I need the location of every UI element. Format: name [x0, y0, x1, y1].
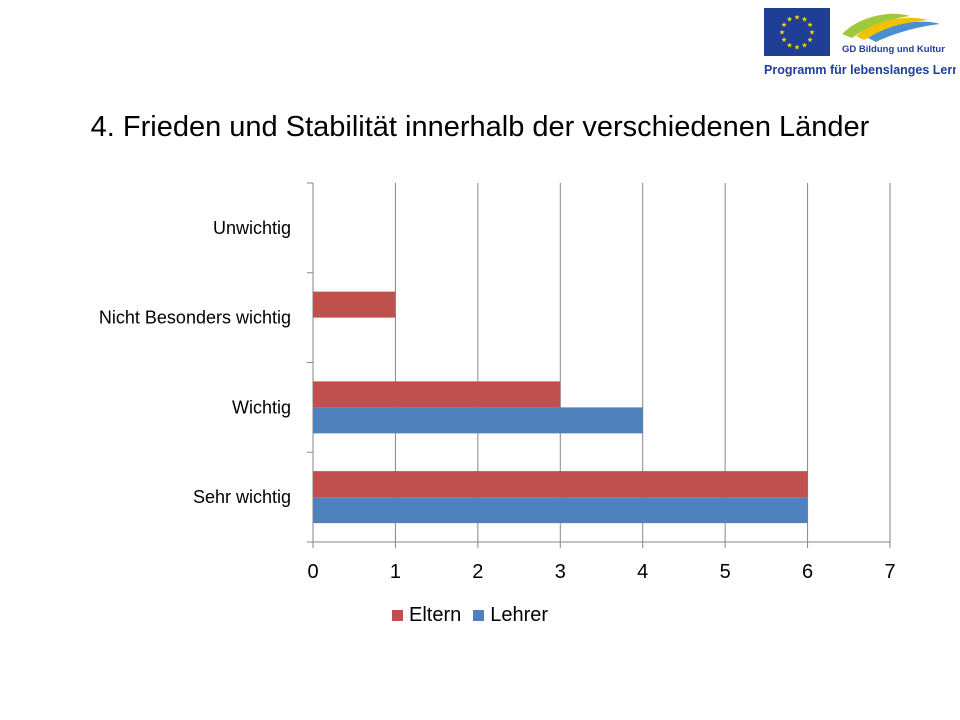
eu-star-icon: ★ [801, 16, 807, 24]
legend-item-eltern: Eltern [392, 604, 461, 627]
eu-star-icon: ★ [786, 16, 792, 24]
legend-item-lehrer: Lehrer [473, 604, 548, 627]
legend-label-lehrer: Lehrer [490, 604, 549, 626]
eu-star-icon: ★ [781, 36, 787, 44]
eu-star-icon: ★ [786, 41, 792, 49]
eu-star-icon: ★ [794, 14, 800, 22]
bar-eltern-wichtig [313, 381, 561, 408]
bar-lehrer-wichtig [313, 407, 643, 434]
slide-title: 4. Frieden und Stabilität innerhalb der … [90, 111, 870, 143]
category-label: Sehr wichtig [193, 487, 291, 507]
eu-flag [764, 8, 830, 56]
category-label: Wichtig [232, 397, 291, 417]
x-tick-label: 7 [884, 561, 895, 583]
eu-star-icon: ★ [794, 44, 800, 52]
category-label: Unwichtig [213, 218, 291, 238]
eu-star-icon: ★ [801, 41, 807, 49]
x-tick-label: 4 [637, 561, 648, 583]
eu-star-icon: ★ [807, 21, 813, 29]
logo-swoosh [842, 13, 910, 38]
x-tick-label: 6 [802, 561, 813, 583]
eu-star-icon: ★ [807, 36, 813, 44]
legend-label-eltern: Eltern [409, 604, 462, 626]
legend-swatch-lehrer [473, 610, 485, 621]
logo-text-line1: GD Bildung und Kultur [842, 44, 945, 55]
x-tick-label: 0 [307, 561, 318, 583]
x-tick-label: 5 [720, 561, 731, 583]
eu-star-icon: ★ [779, 29, 785, 37]
logo-text-line2: Programm für lebenslanges Lernen [764, 63, 956, 77]
x-tick-label: 1 [390, 561, 401, 583]
eu-star-icon: ★ [781, 21, 787, 29]
bar-eltern-sehr-wichtig [313, 471, 808, 498]
bar-lehrer-sehr-wichtig [313, 497, 808, 524]
eu-program-logo: ★★★★★★★★★ ★ ★★ GD Bildung und Kultur Progr… [764, 8, 956, 77]
x-tick-label: 2 [472, 561, 483, 583]
x-tick-label: 3 [555, 561, 566, 583]
bar-eltern-nicht-besonders-wichtig [313, 291, 396, 318]
eu-star-icon: ★ [809, 29, 815, 37]
category-label: Nicht Besonders wichtig [99, 308, 291, 328]
chart-legend: Eltern Lehrer [392, 604, 560, 627]
legend-swatch-eltern [392, 610, 403, 621]
eu-stars: ★★★★★★★★★ ★ ★★ [779, 14, 815, 52]
